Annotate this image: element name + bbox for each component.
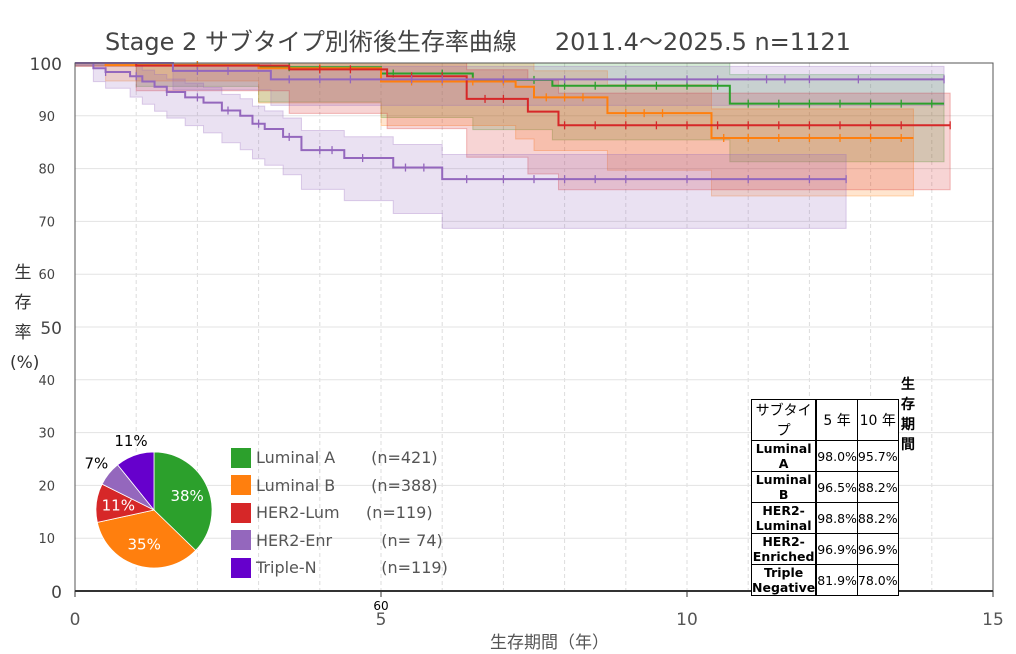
legend-n: (n=421) [366, 448, 438, 468]
cell: 88.2% [856, 502, 899, 534]
cell: 98.0% [815, 440, 858, 472]
cell: 98.8% [815, 502, 858, 534]
legend-item: Luminal A (n=421) [231, 444, 448, 472]
pie-slice-luminal-a [153, 451, 213, 551]
pie-label: 11% [114, 432, 147, 450]
cell: Luminal B [751, 471, 818, 503]
cell: 96.9% [815, 533, 858, 565]
legend-item: HER2-Lum (n=119) [231, 499, 448, 527]
legend-name: HER2-Enr [256, 530, 333, 550]
ci-band-triple-n [74, 62, 847, 229]
cell: 78.0% [856, 564, 899, 596]
cell: 88.2% [856, 471, 899, 503]
y-tick-label: 10 [38, 532, 55, 547]
table-row: Luminal A 98.0% 95.7% [751, 440, 899, 472]
legend-swatch [231, 475, 251, 496]
y-tick-label: 40 [38, 374, 55, 389]
x-tick-label: 5 [376, 610, 387, 630]
table-row: Triple Negative 81.9% 78.0% [751, 564, 899, 596]
legend-swatch [231, 447, 251, 468]
pie-slice-luminal-b [96, 509, 197, 569]
legend-name: HER2-Lum [256, 503, 340, 523]
x-tick-label: 0 [70, 610, 81, 630]
cell: Triple Negative [751, 564, 818, 596]
cell: 96.9% [856, 533, 899, 565]
y-tick-label: 80 [38, 163, 55, 178]
cell: Luminal A [751, 440, 818, 472]
title-main: Stage 2 サブタイプ別術後生存率曲線 [105, 28, 517, 56]
y-label-char: 生 [14, 263, 32, 283]
legend-item: HER2-Enr (n= 74) [231, 527, 448, 555]
x-tick-label: 15 [982, 610, 1004, 630]
survival-curve-her2-lum [75, 62, 951, 127]
legend-name: Luminal B [256, 475, 336, 495]
pie-slice-triple-n [117, 451, 155, 512]
title-period: 2011.4〜2025.5 n=1121 [554, 28, 851, 56]
cell: 81.9% [815, 564, 858, 596]
pie-label: 38% [170, 487, 203, 505]
y-tick-label: 50 [40, 319, 62, 339]
y-tick-label: 70 [38, 215, 55, 230]
cell: HER2-Enriched [751, 533, 818, 565]
legend-name: Triple-N [256, 558, 317, 578]
ci-band-her2-lum [74, 62, 951, 191]
y-tick-label: 100 [30, 55, 62, 75]
legend-name: Luminal A [256, 448, 336, 468]
legend-n: (n=119) [366, 503, 433, 523]
table-header-row: サブタイプ 5 年 10 年 [751, 399, 899, 441]
header-cell: 10 年 [856, 399, 899, 441]
y-tick-label: 90 [38, 110, 55, 125]
y-label-char: (%) [10, 353, 40, 373]
table-row: HER2-Enriched 96.9% 96.9% [751, 533, 899, 565]
pie-label: 35% [127, 536, 160, 554]
x-extra-label: 60 [373, 599, 388, 613]
y-tick-label: 0 [51, 583, 62, 603]
legend: Luminal A (n=421) Luminal B (n=388) HER2… [231, 444, 448, 582]
legend-swatch [231, 530, 251, 551]
survival-curve-triple-n [75, 62, 847, 181]
y-label-char: 率 [14, 323, 32, 343]
y-label-char: 存 [14, 293, 32, 313]
y-axis-label: 生 存 率 (%) [10, 258, 40, 378]
y-tick-label: 60 [38, 268, 55, 283]
cell: 95.7% [856, 440, 899, 472]
legend-n: (n= 74) [366, 530, 443, 550]
x-axis-label: 生存期間（年） [490, 633, 609, 653]
legend-swatch [231, 502, 251, 523]
header-cell: サブタイプ [751, 399, 818, 441]
table-title: 生存期間 [901, 377, 915, 453]
legend-item: Luminal B (n=388) [231, 472, 448, 500]
cell: HER2-Luminal [751, 502, 818, 534]
y-tick-label: 30 [38, 427, 55, 442]
chart-title: Stage 2 サブタイプ別術後生存率曲線 2011.4〜2025.5 n=112… [105, 22, 889, 57]
legend-swatch [231, 557, 251, 578]
pie-label: 11% [102, 497, 135, 515]
pie-label: 7% [84, 455, 108, 473]
table-row: HER2-Luminal 98.8% 88.2% [751, 502, 899, 534]
table-row: Luminal B 96.5% 88.2% [751, 471, 899, 503]
header-cell: 5 年 [815, 399, 858, 441]
x-tick-label: 10 [676, 610, 698, 630]
legend-n: (n=119) [366, 558, 448, 578]
y-tick-label: 20 [38, 479, 55, 494]
legend-n: (n=388) [366, 475, 438, 495]
cell: 96.5% [815, 471, 858, 503]
legend-item: Triple-N (n=119) [231, 554, 448, 582]
